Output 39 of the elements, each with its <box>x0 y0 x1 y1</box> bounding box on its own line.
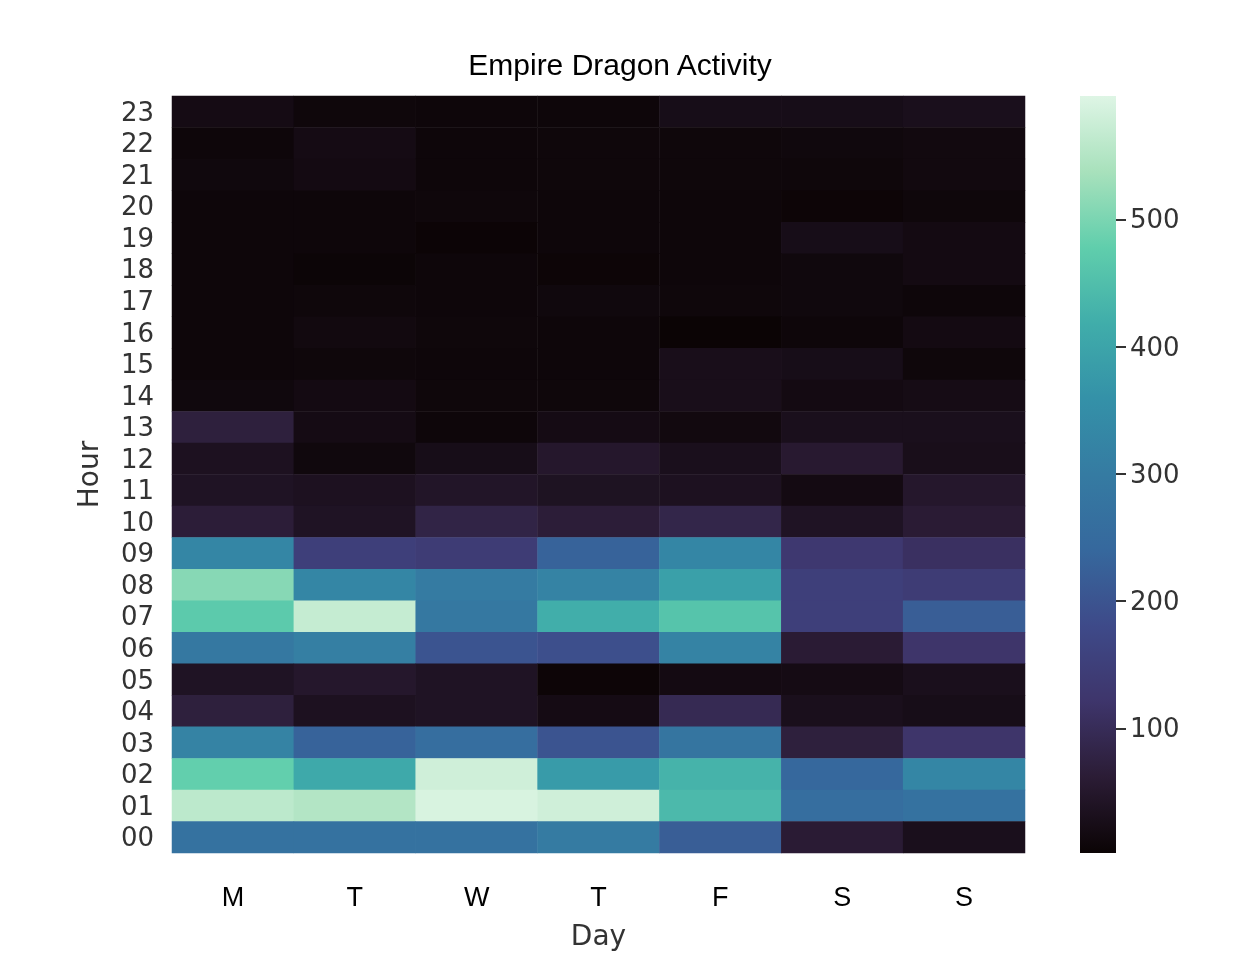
y-tick-label: 08 <box>120 569 154 600</box>
color-bar-label: 500 <box>1130 204 1180 235</box>
x-tick-label: S <box>955 881 974 912</box>
color-bar-label: 400 <box>1130 331 1180 362</box>
y-tick-label: 00 <box>120 822 154 853</box>
y-tick-label: 20 <box>120 191 154 222</box>
y-tick-label: 02 <box>120 759 154 790</box>
y-tick-label: 15 <box>120 349 154 380</box>
y-tick-label: 17 <box>120 286 154 317</box>
y-tick-label: 09 <box>120 538 154 569</box>
color-bar-label: 300 <box>1130 458 1180 489</box>
y-tick-label: 11 <box>120 475 154 506</box>
y-tick-label: 21 <box>120 159 154 190</box>
x-tick-label: T <box>590 881 607 912</box>
x-axis-title: Day <box>570 918 627 952</box>
x-tick-label: T <box>346 881 364 912</box>
y-tick-label: 01 <box>120 790 154 821</box>
y-tick-label: 19 <box>120 222 154 253</box>
x-tick-label: F <box>712 881 729 912</box>
y-tick-label: 18 <box>120 254 154 285</box>
y-tick-label: 04 <box>120 696 154 727</box>
x-tick-label: S <box>833 881 852 912</box>
y-tick-label: 23 <box>120 96 154 127</box>
y-axis-title: Hour <box>71 440 105 509</box>
y-tick-label: 03 <box>120 727 154 758</box>
chart-title: Empire Dragon Activity <box>468 47 772 81</box>
x-tick-label: M <box>221 881 245 912</box>
y-tick-label: 22 <box>120 128 154 159</box>
x-tick-label: W <box>463 881 490 912</box>
y-tick-label: 14 <box>120 380 154 411</box>
y-tick-label: 13 <box>120 412 154 443</box>
y-tick-label: 06 <box>120 632 154 663</box>
y-tick-label: 07 <box>120 601 154 632</box>
y-tick-label: 16 <box>120 317 154 348</box>
color-bar-label: 200 <box>1130 586 1180 617</box>
y-tick-label: 12 <box>120 443 154 474</box>
color-bar-label: 100 <box>1130 713 1180 744</box>
y-tick-label: 10 <box>120 506 154 537</box>
y-tick-label: 05 <box>120 664 154 695</box>
